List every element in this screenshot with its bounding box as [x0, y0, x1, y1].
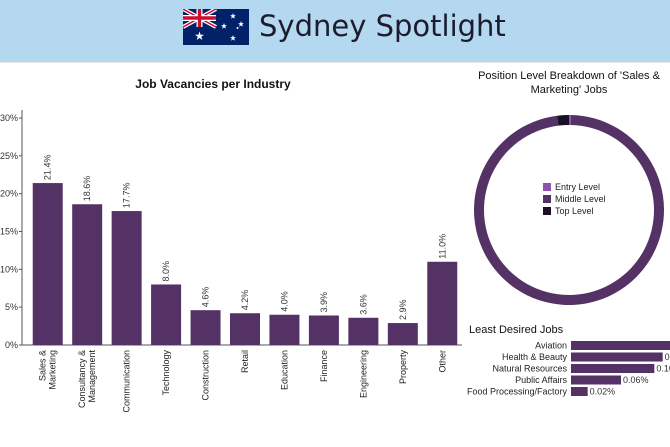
y-tick-label: 5%: [5, 302, 18, 312]
bar: [387, 323, 418, 345]
legend-swatch: [543, 207, 551, 215]
hbar-category-label: Aviation: [535, 341, 567, 351]
bar: [151, 284, 182, 345]
hbar: [571, 387, 588, 396]
legend-entry: Top Level: [555, 206, 594, 216]
bar: [269, 314, 300, 345]
x-tick-label: Other: [437, 350, 447, 373]
hbar-value-label: 0.11%: [665, 352, 670, 362]
bar: [308, 315, 339, 345]
hbar: [571, 352, 663, 362]
bar: [348, 317, 379, 345]
donut-title-line: Position Level Breakdown of 'Sales &: [478, 70, 661, 82]
y-tick-label: 15%: [0, 227, 18, 237]
x-tick-label: Finance: [319, 350, 329, 382]
donut-chart-title: Position Level Breakdown of 'Sales & Mark…: [478, 70, 661, 96]
hbar-category-label: Public Affairs: [515, 375, 567, 385]
bar-value-label: 21.4%: [43, 155, 53, 181]
x-tick-label: Communication: [122, 350, 132, 413]
x-tick-label: Retail: [240, 350, 250, 373]
donut-slice: [569, 115, 571, 126]
y-tick-label: 25%: [0, 151, 18, 161]
hbar-value-label: 0.10%: [656, 364, 670, 374]
least-desired-bars: Aviation0.12%Health & Beauty0.11%Natural…: [467, 341, 670, 397]
australia-flag-icon: [183, 9, 249, 45]
donut-chart: [474, 115, 665, 305]
bar-value-label: 4.6%: [201, 287, 211, 308]
legend-swatch: [543, 195, 551, 203]
x-tick-label: Property: [398, 350, 408, 385]
hbar: [571, 375, 621, 385]
donut-chart-legend: Entry Level Middle Level Top Level: [543, 182, 606, 216]
donut-title-line: Marketing' Jobs: [531, 84, 608, 96]
bar: [111, 211, 142, 345]
bar-value-label: 4.2%: [240, 290, 250, 311]
bar-chart-bars: 21.4% Sales &Marketing 18.6% Consultancy &M…: [32, 155, 458, 413]
bar-value-label: 2.9%: [398, 300, 408, 321]
hbar-category-label: Health & Beauty: [502, 352, 568, 362]
donut-slice: [557, 115, 569, 126]
page-title: Sydney Spotlight: [259, 9, 506, 43]
bar-value-label: 3.9%: [319, 292, 329, 313]
y-tick-label: 30%: [0, 113, 18, 123]
bar: [427, 261, 458, 345]
bar: [72, 204, 103, 345]
y-tick-label: 0%: [5, 340, 18, 350]
hbar: [571, 364, 655, 373]
x-tick-label: Engineering: [358, 350, 368, 398]
bar-value-label: 3.6%: [358, 294, 368, 315]
header-banner: Sydney Spotlight: [0, 0, 670, 62]
hbar-category-label: Natural Resources: [492, 364, 567, 374]
y-tick-label: 20%: [0, 189, 18, 199]
x-tick-label: Education: [279, 350, 289, 390]
bar: [190, 310, 221, 345]
bar-value-label: 4.0%: [279, 291, 289, 312]
bar-value-label: 18.6%: [82, 176, 92, 202]
bar: [32, 183, 63, 345]
hbar-value-label: 0.02%: [590, 387, 616, 397]
header-divider: [0, 62, 670, 63]
x-tick-label: Construction: [201, 350, 211, 401]
bar-value-label: 17.7%: [122, 183, 132, 209]
hbar-category-label: Food Processing/Factory: [467, 387, 568, 397]
bar-value-label: 8.0%: [161, 261, 171, 282]
legend-entry: Entry Level: [555, 182, 600, 192]
bar-value-label: 11.0%: [437, 234, 447, 259]
x-tick-label: Technology: [161, 350, 171, 396]
legend-entry: Middle Level: [555, 194, 606, 204]
hbar-value-label: 0.06%: [623, 375, 649, 385]
x-tick-label: Sales &Marketing: [38, 350, 58, 390]
bar-chart-title: Job Vacancies per Industry: [135, 77, 291, 91]
least-desired-title: Least Desired Jobs: [469, 324, 564, 336]
x-tick-label: Consultancy &Management: [77, 350, 97, 409]
y-tick-label: 10%: [0, 264, 18, 274]
hbar: [571, 341, 670, 350]
legend-swatch: [543, 183, 551, 191]
bar: [230, 313, 260, 345]
